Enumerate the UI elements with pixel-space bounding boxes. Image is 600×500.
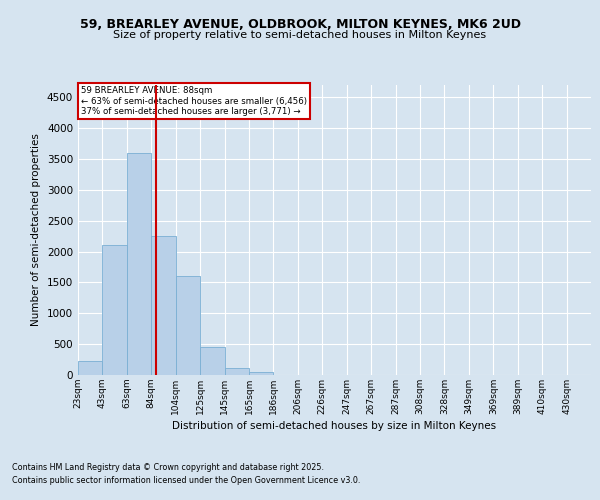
Text: Size of property relative to semi-detached houses in Milton Keynes: Size of property relative to semi-detach… — [113, 30, 487, 40]
Bar — [200, 347, 224, 375]
Y-axis label: Number of semi-detached properties: Number of semi-detached properties — [31, 134, 41, 326]
Bar — [103, 246, 127, 375]
Bar — [249, 372, 274, 375]
Text: 59 BREARLEY AVENUE: 88sqm
← 63% of semi-detached houses are smaller (6,456)
37% : 59 BREARLEY AVENUE: 88sqm ← 63% of semi-… — [80, 86, 307, 116]
Text: Contains public sector information licensed under the Open Government Licence v3: Contains public sector information licen… — [12, 476, 361, 485]
Bar — [78, 361, 103, 375]
X-axis label: Distribution of semi-detached houses by size in Milton Keynes: Distribution of semi-detached houses by … — [172, 421, 497, 431]
Bar — [127, 153, 151, 375]
Bar — [151, 236, 176, 375]
Text: Contains HM Land Registry data © Crown copyright and database right 2025.: Contains HM Land Registry data © Crown c… — [12, 464, 324, 472]
Bar — [176, 276, 200, 375]
Text: 59, BREARLEY AVENUE, OLDBROOK, MILTON KEYNES, MK6 2UD: 59, BREARLEY AVENUE, OLDBROOK, MILTON KE… — [79, 18, 521, 30]
Bar — [224, 368, 249, 375]
